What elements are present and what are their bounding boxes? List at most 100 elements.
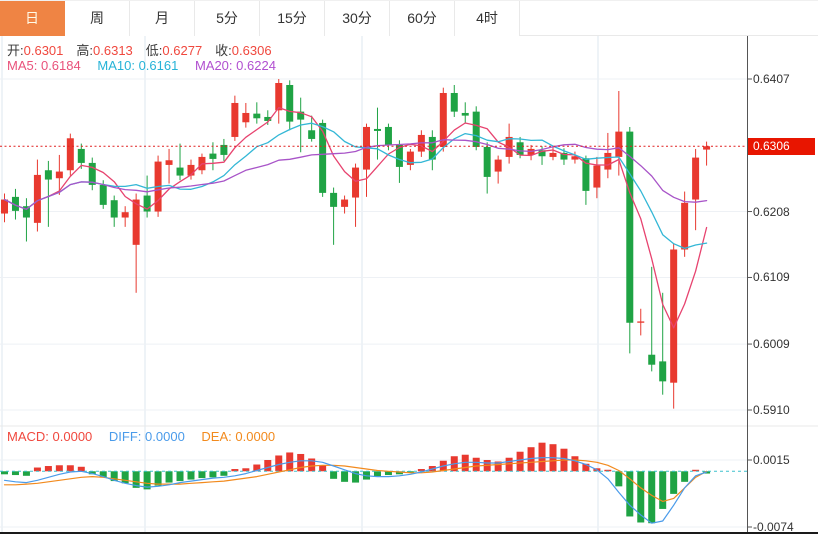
tab-15min[interactable]: 15分 bbox=[260, 1, 325, 36]
tab-4hour[interactable]: 4时 bbox=[455, 1, 520, 36]
macd-histogram-bar bbox=[681, 471, 689, 482]
ma5-readout: MA5: 0.6184 bbox=[7, 58, 81, 73]
candle-body bbox=[55, 171, 63, 179]
macd-histogram-bar bbox=[341, 471, 349, 482]
close-label: 收: bbox=[215, 43, 232, 58]
candle-body bbox=[143, 195, 151, 212]
ma10-readout: MA10: 0.6161 bbox=[97, 58, 179, 73]
macd-histogram-bar bbox=[198, 471, 206, 479]
macd-histogram-bar bbox=[154, 471, 162, 486]
macd-histogram-bar bbox=[352, 471, 360, 483]
open-value: 0.6301 bbox=[23, 43, 64, 58]
macd-histogram-bar bbox=[417, 469, 425, 472]
candle-body bbox=[330, 192, 338, 207]
candle-body bbox=[659, 361, 667, 382]
macd-histogram-bar bbox=[209, 471, 217, 478]
macd-histogram-bar bbox=[406, 471, 414, 473]
macd-histogram-bar bbox=[275, 455, 283, 472]
ma20-line bbox=[3, 139, 708, 210]
macd-histogram-bar bbox=[505, 457, 513, 472]
high-value: 0.6313 bbox=[93, 43, 133, 58]
candle-body bbox=[494, 159, 502, 172]
candle-body bbox=[626, 131, 634, 323]
candle-body bbox=[341, 199, 349, 207]
candle-body bbox=[373, 128, 381, 131]
candle-body bbox=[571, 156, 579, 160]
macd-histogram-bar bbox=[461, 454, 469, 472]
macd-histogram-bar bbox=[44, 466, 52, 472]
macd-histogram-bar bbox=[264, 460, 272, 472]
candle-body bbox=[231, 102, 239, 137]
candle-body bbox=[319, 122, 327, 193]
macd-histogram-bar bbox=[1, 471, 8, 475]
macd-histogram-bar bbox=[11, 471, 19, 476]
candle-body bbox=[395, 144, 403, 167]
macd-histogram-bar bbox=[165, 471, 173, 483]
macd-histogram-bar bbox=[582, 463, 590, 472]
candle-body bbox=[384, 126, 392, 145]
macd-readout: MACD: 0.0000 bbox=[7, 429, 93, 444]
tab-day[interactable]: 日 bbox=[0, 1, 65, 36]
candle-body bbox=[187, 164, 195, 176]
tab-5min[interactable]: 5分 bbox=[195, 1, 260, 36]
price-axis-label: 0.6208 bbox=[753, 204, 790, 219]
macd-histogram-bar bbox=[88, 471, 96, 475]
macd-histogram-bar bbox=[22, 471, 30, 476]
candle-body bbox=[681, 202, 689, 250]
macd-info-bar: MACD: 0.0000 DIFF: 0.0000 DEA: 0.0000 bbox=[7, 429, 275, 444]
candle-body bbox=[428, 136, 436, 160]
price-axis-label: 0.6009 bbox=[753, 337, 790, 352]
macd-histogram-bar bbox=[571, 456, 579, 472]
candle-body bbox=[132, 199, 140, 245]
candle-body bbox=[483, 146, 491, 177]
ma20-readout: MA20: 0.6224 bbox=[194, 58, 276, 73]
dea-line bbox=[3, 459, 708, 502]
macd-histogram-bar bbox=[494, 461, 502, 472]
candle-body bbox=[439, 92, 447, 147]
macd-histogram-bar bbox=[538, 442, 546, 472]
price-axis-label: 0.6109 bbox=[753, 270, 790, 285]
macd-histogram-bar bbox=[220, 471, 228, 476]
candle-body bbox=[352, 167, 360, 198]
macd-histogram-bar bbox=[231, 469, 239, 472]
ohlc-info-bar: 开:0.6301 高:0.6313 低:0.6277 收:0.6306 bbox=[7, 40, 272, 59]
macd-histogram-bar bbox=[692, 469, 700, 472]
diff-line bbox=[3, 457, 708, 524]
macd-histogram-bar bbox=[66, 465, 74, 472]
candle-body bbox=[582, 158, 590, 191]
candle-body bbox=[253, 113, 261, 119]
candle-body bbox=[308, 130, 316, 139]
tab-30min[interactable]: 30分 bbox=[325, 1, 390, 36]
candle-body bbox=[88, 162, 96, 185]
macd-histogram-bar bbox=[132, 471, 140, 488]
candle-body bbox=[33, 174, 41, 223]
macd-histogram-bar bbox=[99, 471, 107, 478]
candle-body bbox=[165, 160, 173, 165]
candle-body bbox=[264, 116, 272, 121]
candle-body bbox=[560, 152, 568, 160]
macd-histogram-bar bbox=[604, 469, 612, 472]
macd-histogram-bar bbox=[176, 471, 184, 482]
candle-body bbox=[11, 196, 19, 211]
macd-histogram-bar bbox=[472, 457, 480, 472]
candle-body bbox=[22, 206, 30, 218]
candle-body bbox=[77, 148, 85, 163]
macd-histogram-bar bbox=[615, 471, 623, 487]
candle-body bbox=[209, 153, 217, 159]
candle-body bbox=[297, 111, 305, 120]
candle-body bbox=[176, 167, 184, 176]
ma10-line bbox=[3, 122, 708, 250]
macd-histogram-bar bbox=[373, 471, 381, 477]
candle-body bbox=[670, 249, 678, 383]
tab-month[interactable]: 月 bbox=[130, 1, 195, 36]
candle-body bbox=[99, 184, 107, 205]
tab-week[interactable]: 周 bbox=[65, 1, 130, 36]
tab-60min[interactable]: 60分 bbox=[390, 1, 455, 36]
macd-histogram-bar bbox=[253, 464, 261, 472]
candle-body bbox=[461, 112, 469, 116]
candle-body bbox=[615, 131, 623, 157]
candle-body bbox=[648, 354, 656, 365]
price-axis-label: 0.6407 bbox=[753, 72, 790, 86]
